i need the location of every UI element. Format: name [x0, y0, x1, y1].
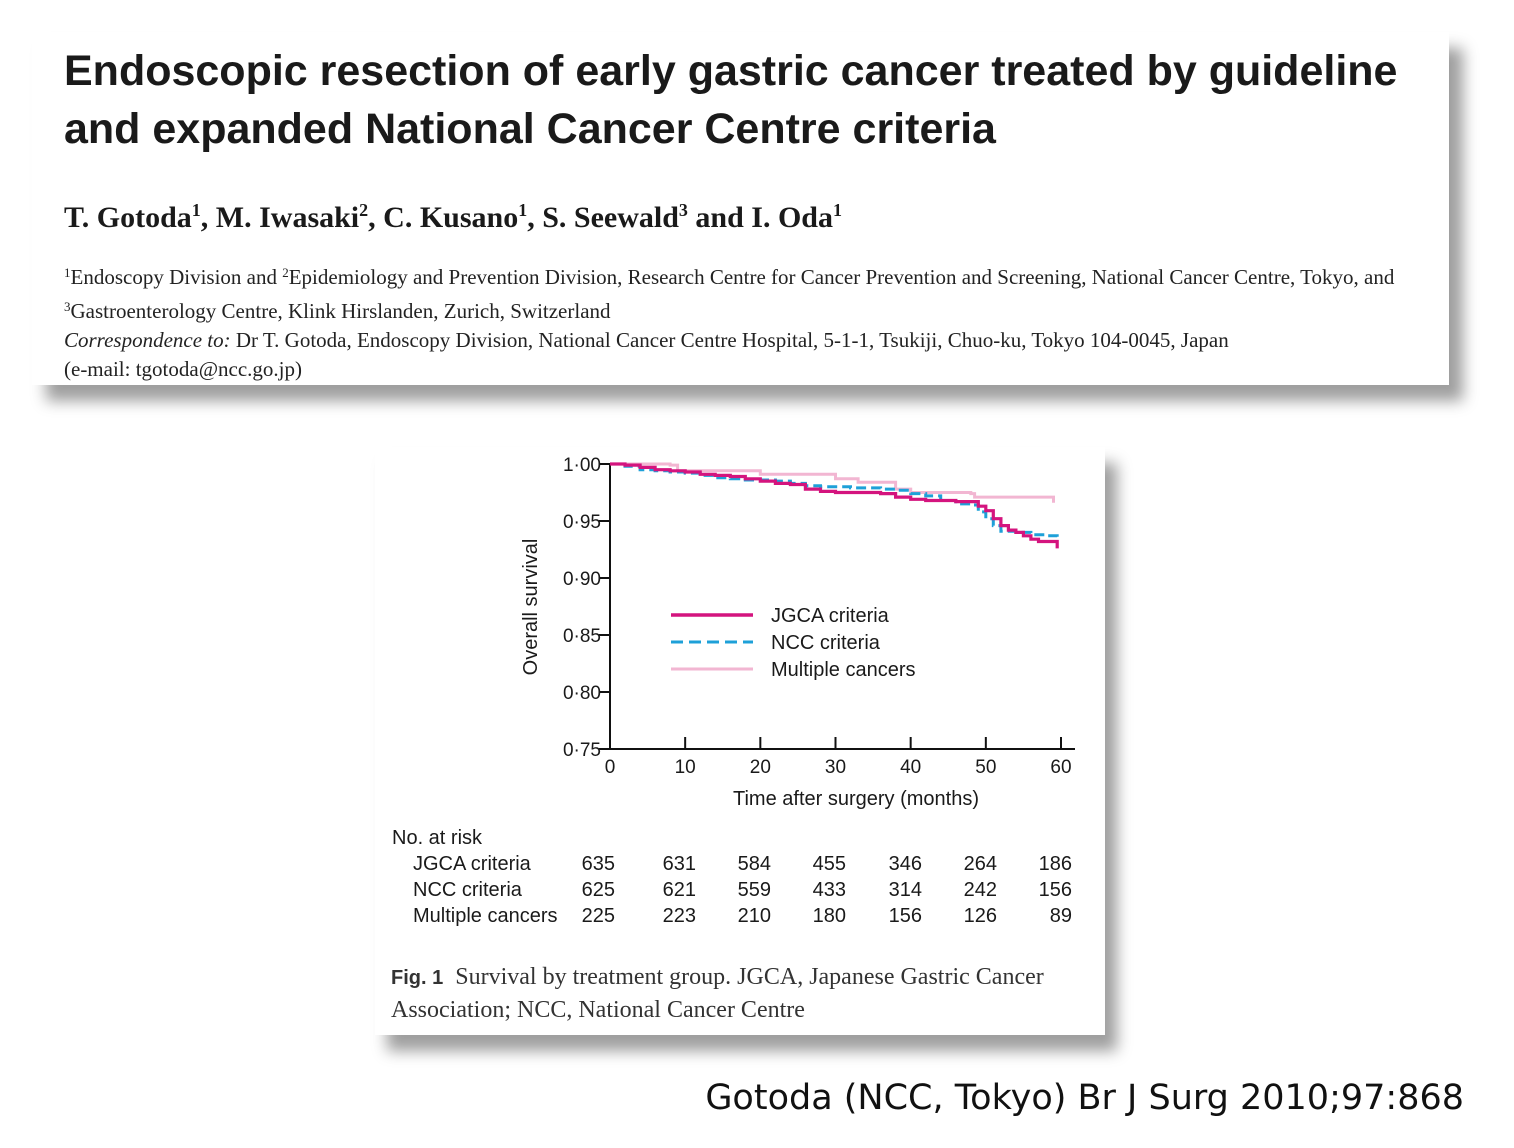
affiliation-part: Epidemiology and Prevention Division, Re… [288, 265, 1395, 289]
risk-row-jgca: JGCA criteria 635 631 584 455 346 264 18… [375, 853, 1105, 879]
affiliation-mark: 3 [64, 299, 71, 314]
author-affiliation-mark: 3 [678, 200, 688, 220]
risk-row-label: NCC criteria [413, 879, 522, 901]
series-line-multiple-cancers [610, 462, 1055, 503]
chart-legend: JGCA criteria NCC criteria Multiple canc… [671, 605, 916, 681]
risk-value: 126 [963, 905, 997, 927]
paper-header-panel: Endoscopic resection of early gastric ca… [32, 32, 1449, 385]
affiliation-part: Gastroenterology Centre, Klink Hirslande… [70, 299, 611, 323]
author-name: C. Kusano [383, 201, 519, 234]
risk-value: 210 [737, 905, 771, 927]
series-line-jgca-criteria [610, 462, 1059, 549]
risk-value: 242 [963, 879, 997, 901]
risk-value: 625 [581, 879, 615, 901]
y-axis-label: Overall survival [520, 539, 542, 676]
y-tick-label: 0·80 [563, 683, 601, 704]
affiliations: 1Endoscopy Division and 2Epidemiology an… [64, 258, 1444, 384]
legend-label-ncc: NCC criteria [771, 632, 881, 654]
y-ticks: 0·75 0·80 0·85 0·90 0·95 1·00 [563, 455, 610, 761]
correspondence-email: (e-mail: tgotoda@ncc.go.jp) [64, 357, 303, 381]
series-line-ncc-criteria [610, 462, 1059, 539]
figure-caption-text: Survival by treatment group. JGCA, Japan… [391, 964, 1044, 1023]
number-at-risk-table: No. at risk JGCA criteria 635 631 584 45… [375, 825, 1105, 935]
author-name: T. Gotoda [64, 201, 192, 234]
y-tick-label: 0·75 [563, 740, 601, 761]
x-tick-label: 40 [900, 757, 921, 778]
y-tick-label: 0·85 [563, 626, 601, 647]
risk-value: 314 [888, 879, 922, 901]
y-tick-label: 1·00 [563, 455, 601, 476]
y-tick-label: 0·95 [563, 512, 601, 533]
author-affiliation-mark: 1 [191, 200, 201, 220]
risk-value: 621 [662, 879, 696, 901]
risk-value: 455 [812, 853, 846, 875]
x-ticks: 0 10 20 30 40 50 60 [605, 737, 1072, 778]
risk-table-heading: No. at risk [392, 827, 483, 849]
risk-value: 264 [963, 853, 997, 875]
affiliation-text: 1Endoscopy Division and 2Epidemiology an… [64, 258, 1444, 326]
author-separator: and [687, 201, 752, 234]
risk-row-multiple: Multiple cancers 225 223 210 180 156 126… [375, 905, 1105, 931]
risk-value: 156 [888, 905, 922, 927]
x-tick-label: 60 [1050, 757, 1071, 778]
risk-value: 156 [1038, 879, 1072, 901]
survival-chart: 0·75 0·80 0·85 0·90 0·95 1·00 0 10 20 30 40 50 60 J… [520, 455, 1075, 810]
series-group [610, 462, 1059, 549]
figure-panel: 0·75 0·80 0·85 0·90 0·95 1·00 0 10 20 30 40 50 60 J… [375, 447, 1105, 1035]
x-tick-label: 20 [750, 757, 771, 778]
risk-value: 584 [737, 853, 771, 875]
risk-row-label: Multiple cancers [413, 905, 558, 927]
correspondence-label: Correspondence to: [64, 328, 231, 352]
risk-value: 433 [812, 879, 846, 901]
x-axis-label: Time after surgery (months) [733, 788, 979, 810]
x-tick-label: 0 [605, 757, 616, 778]
figure-caption: Fig. 1 Survival by treatment group. JGCA… [391, 961, 1091, 1026]
risk-value: 225 [581, 905, 615, 927]
y-tick-label: 0·90 [563, 569, 601, 590]
correspondence-text: Dr T. Gotoda, Endoscopy Division, Nation… [230, 328, 1229, 352]
author-affiliation-mark: 1 [518, 200, 528, 220]
x-tick-label: 50 [975, 757, 996, 778]
risk-value: 223 [662, 905, 696, 927]
risk-value: 559 [737, 879, 771, 901]
paper-title: Endoscopic resection of early gastric ca… [64, 47, 1398, 153]
risk-value: 346 [888, 853, 922, 875]
author-separator: , [200, 201, 216, 234]
citation: Gotoda (NCC, Tokyo) Br J Surg 2010;97:86… [705, 1078, 1464, 1118]
author-name: S. Seewald [542, 201, 679, 234]
affiliation-mark: 2 [282, 265, 289, 280]
figure-label: Fig. 1 [391, 967, 444, 989]
risk-row-ncc: NCC criteria 625 621 559 433 314 242 156 [375, 879, 1105, 905]
author-separator: , [527, 201, 543, 234]
x-tick-label: 30 [825, 757, 846, 778]
risk-row-label: JGCA criteria [413, 853, 531, 875]
risk-value: 635 [581, 853, 615, 875]
affiliation-mark: 1 [64, 265, 71, 280]
chart-axes [609, 464, 1075, 750]
risk-value: 180 [812, 905, 846, 927]
x-tick-label: 10 [675, 757, 696, 778]
author-name: M. Iwasaki [215, 201, 360, 234]
risk-value: 89 [1049, 905, 1072, 927]
author-list: T. Gotoda1, M. Iwasaki2, C. Kusano1, S. … [64, 200, 842, 235]
legend-label-jgca: JGCA criteria [771, 605, 890, 627]
author-separator: , [368, 201, 384, 234]
risk-value: 186 [1038, 853, 1072, 875]
risk-value: 631 [662, 853, 696, 875]
affiliation-part: Endoscopy Division and [70, 265, 283, 289]
legend-label-multiple: Multiple cancers [771, 659, 916, 681]
author-affiliation-mark: 1 [832, 200, 842, 220]
author-affiliation-mark: 2 [359, 200, 369, 220]
correspondence: Correspondence to: Dr T. Gotoda, Endosco… [64, 326, 1444, 355]
author-name: I. Oda [751, 201, 833, 234]
